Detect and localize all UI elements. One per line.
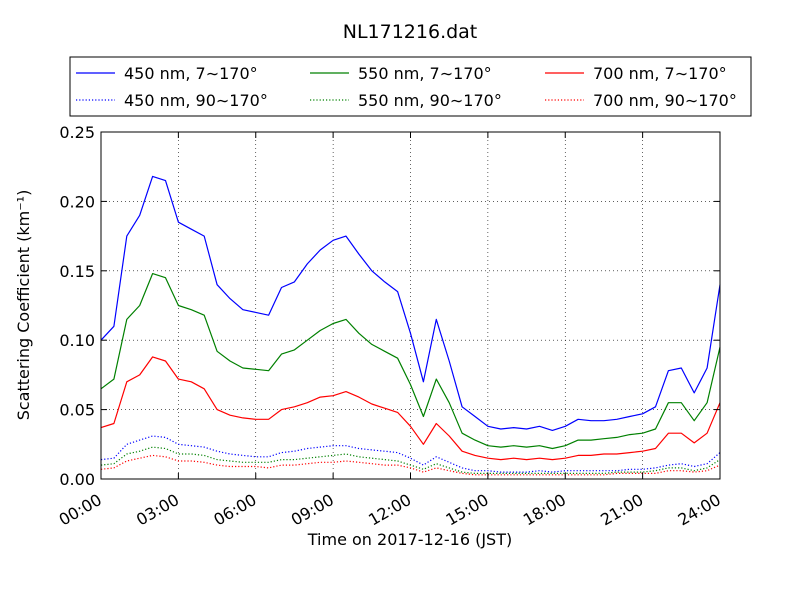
series-line-4 <box>100 356 721 461</box>
x-tick-label: 09:00 <box>288 490 337 530</box>
legend: 450 nm, 7∼170° 450 nm, 90∼170° 550 nm, 7∼1… <box>69 56 752 117</box>
legend-label-0: 450 nm, 7∼170° <box>124 64 258 83</box>
chart-title: NL171216.dat <box>343 21 478 43</box>
series-lines <box>100 175 721 476</box>
legend-frame <box>69 56 752 117</box>
x-tick-label: 12:00 <box>365 490 414 530</box>
y-tick-label: 0.20 <box>59 192 95 211</box>
series-line-2 <box>100 273 721 450</box>
y-tick-label: 0.05 <box>59 401 95 420</box>
y-tick-label: 0.15 <box>59 262 95 281</box>
x-tick-label: 18:00 <box>520 490 569 530</box>
x-tick-label: 15:00 <box>442 490 491 530</box>
axis-ticks: 00:00 03:00 06:00 09:00 12:00 15:00 18:00 21:00… <box>56 123 724 530</box>
y-tick-label: 0.00 <box>59 470 95 489</box>
x-tick-label: 06:00 <box>210 490 259 530</box>
y-axis-label: Scattering Coefficient (km⁻¹) <box>14 190 33 421</box>
legend-label-5: 700 nm, 90∼170° <box>593 91 737 110</box>
legend-label-2: 550 nm, 7∼170° <box>358 64 492 83</box>
legend-label-3: 550 nm, 90∼170° <box>358 91 502 110</box>
series-line-0 <box>100 175 721 431</box>
x-tick-label: 03:00 <box>133 490 182 530</box>
x-tick-label: 00:00 <box>56 490 105 530</box>
x-axis-label: Time on 2017-12-16 (JST) <box>307 530 512 549</box>
x-tick-label: 24:00 <box>675 490 724 530</box>
series-line-1 <box>100 435 721 473</box>
legend-label-1: 450 nm, 90∼170° <box>124 91 268 110</box>
y-tick-label: 0.25 <box>59 123 95 142</box>
legend-label-4: 700 nm, 7∼170° <box>593 64 727 83</box>
x-tick-label: 21:00 <box>597 490 646 530</box>
series-line-5 <box>100 454 721 476</box>
y-tick-label: 0.10 <box>59 331 95 350</box>
series-line-3 <box>100 446 721 474</box>
